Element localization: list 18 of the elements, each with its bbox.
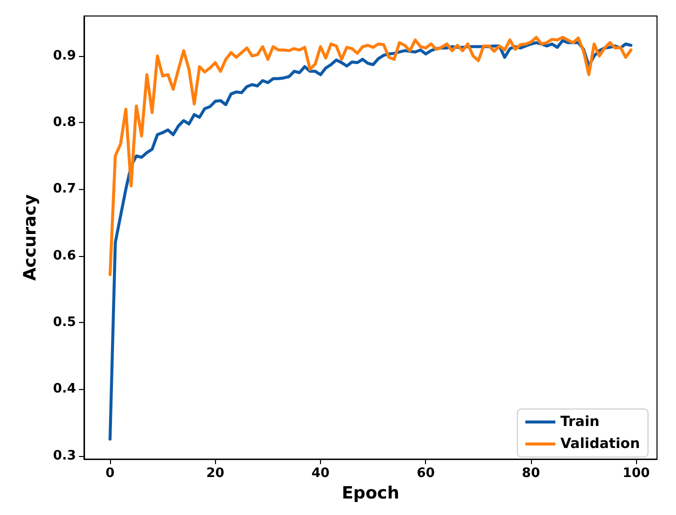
y-axis-title: Accuracy [20, 194, 40, 281]
x-tick-label: 20 [206, 466, 224, 482]
y-tick-label: 0.7 [52, 182, 76, 197]
x-tick-label: 40 [311, 466, 330, 482]
y-tick-label: 0.5 [52, 315, 76, 330]
x-tick-label: 100 [622, 466, 650, 482]
legend-label: Validation [560, 436, 640, 452]
x-tick-label: 80 [522, 466, 540, 482]
y-tick-label: 0.3 [52, 448, 76, 464]
x-tick-label: 0 [106, 466, 115, 482]
line-series [108, 36, 632, 276]
legend-label: Train [560, 414, 600, 430]
y-tick-label: 0.9 [52, 48, 76, 64]
y-tick-label: 0.8 [52, 115, 76, 130]
y-tick-label: 0.4 [52, 382, 76, 397]
x-tick-label: 60 [416, 466, 435, 482]
y-tick-label: 0.6 [52, 248, 76, 264]
x-axis-title: Epoch [342, 484, 400, 504]
